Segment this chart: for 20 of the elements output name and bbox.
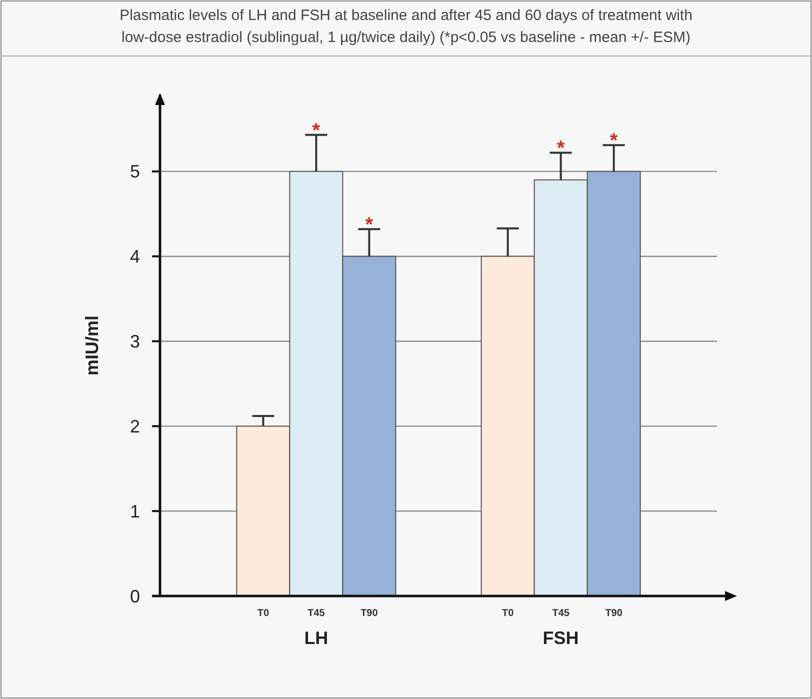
data-label: * xyxy=(610,130,618,152)
series-label: T45 xyxy=(308,608,326,619)
text: T0 xyxy=(502,608,514,619)
x-tick-label: LH xyxy=(304,628,328,648)
data-label: * xyxy=(312,120,320,142)
y-tick-label: 5 xyxy=(130,162,140,182)
text: T45 xyxy=(552,608,570,619)
y-tick-label: 0 xyxy=(130,586,140,606)
series-label: T90 xyxy=(360,608,378,619)
chart-title: Plasmatic levels of LH and FSH at baseline and after 45 and 60 days of treatment with low-dose estradiol (sublingual, 1 µg/twice daily) (*p<0.05 vs baseline - mean +/- ESM) xyxy=(120,7,692,46)
data-label: * xyxy=(365,214,374,236)
x-tick-label: FSH xyxy=(542,628,579,648)
data-label: * xyxy=(556,138,565,160)
y-axis-title: mIU/ml xyxy=(82,315,102,376)
y-tick-label: 2 xyxy=(130,416,140,436)
y-tick-label: 1 xyxy=(130,501,140,522)
text: T90 xyxy=(605,608,622,619)
y-tick-label: 4 xyxy=(130,246,140,267)
y-tick-label: 3 xyxy=(130,332,140,352)
series-label: T0 xyxy=(257,608,270,619)
